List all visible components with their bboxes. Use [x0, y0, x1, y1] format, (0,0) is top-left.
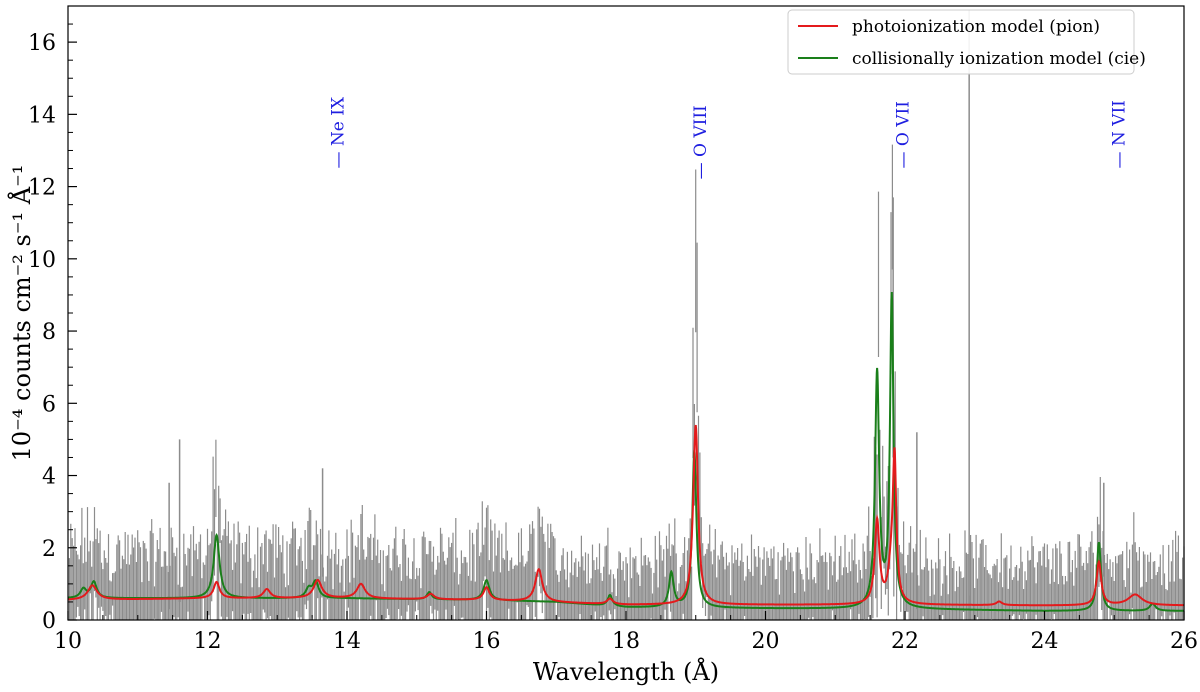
y-tick-label: 0	[42, 609, 56, 634]
y-tick-label: 8	[42, 320, 56, 345]
x-tick-label: 14	[333, 629, 361, 654]
pion-model-line	[67, 424, 1185, 607]
emission-line-label: — O VIII	[691, 105, 711, 179]
y-tick-label: 6	[42, 392, 56, 417]
emission-line-label: — Ne IX	[329, 96, 349, 168]
x-axis-label: Wavelength (Å)	[533, 657, 719, 686]
x-tick-label: 22	[891, 629, 919, 654]
x-tick-label: 26	[1170, 629, 1198, 654]
x-tick-label: 18	[612, 629, 640, 654]
emission-line-labels: — Ne IX — O VIII — O VII — N VII	[329, 96, 1130, 179]
legend-label-cie: collisionally ionization model (cie)	[852, 49, 1146, 69]
y-tick-label: 16	[28, 31, 56, 56]
legend-box	[787, 9, 1135, 75]
axis-ticks	[67, 23, 1185, 621]
y-tick-label: 10	[28, 248, 56, 273]
x-tick-label: 10	[54, 629, 82, 654]
x-tick-label: 12	[194, 629, 222, 654]
legend-label-pion: photoionization model (pion)	[852, 17, 1100, 37]
x-tick-label: 20	[752, 629, 780, 654]
legend: photoionization model (pion) collisional…	[787, 9, 1146, 75]
x-tick-label: 24	[1031, 629, 1059, 654]
emission-line-label: — N VII	[1110, 100, 1130, 168]
y-tick-label: 12	[28, 176, 56, 201]
emission-line-label: — O VII	[894, 101, 914, 168]
y-axis-label: 10⁻⁴ counts cm⁻² s⁻¹ Å⁻¹	[7, 165, 36, 462]
y-tick-label: 2	[42, 537, 56, 562]
model-curves	[67, 292, 1185, 612]
y-tick-label: 14	[28, 103, 56, 128]
y-tick-label: 4	[42, 465, 56, 490]
x-tick-label: 16	[473, 629, 501, 654]
